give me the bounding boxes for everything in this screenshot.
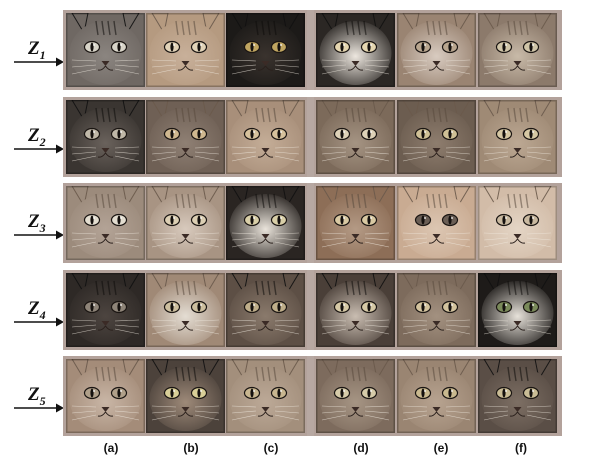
image-group-right [316, 273, 559, 347]
cat-image-e-z1 [397, 13, 476, 87]
column-label-a: (a) [103, 441, 119, 455]
cat-image-d-z2 [316, 100, 395, 174]
cat-image-d-z3 [316, 186, 395, 260]
cat-image-a-z2 [66, 100, 145, 174]
arrow-icon [14, 317, 64, 327]
latent-label: Z3 [28, 211, 46, 235]
cat-image-d-z1 [316, 13, 395, 87]
cat-image-b-z4 [146, 273, 225, 347]
image-group-left [66, 359, 305, 433]
cat-image-f-z4 [478, 273, 557, 347]
cat-image-e-z4 [397, 273, 476, 347]
cat-image-c-z3 [226, 186, 305, 260]
arrow-icon [14, 144, 64, 154]
image-group-right [316, 359, 559, 433]
image-group-left [66, 186, 305, 260]
row-label-z3: Z3 [0, 211, 64, 251]
image-group-right [316, 186, 559, 260]
latent-label: Z1 [28, 38, 46, 62]
cat-image-a-z1 [66, 13, 145, 87]
row-label-z2: Z2 [0, 125, 64, 165]
row-label-z1: Z1 [0, 38, 64, 78]
column-label-f: (f) [515, 441, 527, 455]
group-divider [307, 183, 314, 263]
cat-image-c-z2 [226, 100, 305, 174]
cat-image-f-z3 [478, 186, 557, 260]
cat-image-c-z4 [226, 273, 305, 347]
cat-image-a-z5 [66, 359, 145, 433]
cat-image-d-z4 [316, 273, 395, 347]
cat-image-b-z3 [146, 186, 225, 260]
image-row-z4 [63, 270, 562, 350]
cat-image-e-z2 [397, 100, 476, 174]
image-group-left [66, 13, 305, 87]
group-divider [307, 97, 314, 177]
column-label-d: (d) [353, 441, 369, 455]
cat-image-d-z5 [316, 359, 395, 433]
cat-image-f-z1 [478, 13, 557, 87]
cat-image-b-z5 [146, 359, 225, 433]
arrow-icon [14, 403, 64, 413]
image-row-z5 [63, 356, 562, 436]
image-row-z2 [63, 97, 562, 177]
arrow-icon [14, 230, 64, 240]
cat-image-f-z5 [478, 359, 557, 433]
cat-image-e-z3 [397, 186, 476, 260]
column-label-b: (b) [183, 441, 199, 455]
arrow-icon [14, 57, 64, 67]
image-row-z3 [63, 183, 562, 263]
group-divider [307, 356, 314, 436]
cat-image-c-z5 [226, 359, 305, 433]
image-row-z1 [63, 10, 562, 90]
image-group-right [316, 100, 559, 174]
group-divider [307, 10, 314, 90]
image-group-left [66, 100, 305, 174]
cat-image-e-z5 [397, 359, 476, 433]
latent-label: Z4 [28, 298, 46, 322]
group-divider [307, 270, 314, 350]
row-label-z4: Z4 [0, 298, 64, 338]
cat-image-a-z4 [66, 273, 145, 347]
cat-image-b-z1 [146, 13, 225, 87]
column-label-c: (c) [263, 441, 279, 455]
image-group-left [66, 273, 305, 347]
latent-label: Z2 [28, 125, 46, 149]
cat-image-a-z3 [66, 186, 145, 260]
cat-image-b-z2 [146, 100, 225, 174]
cat-image-f-z2 [478, 100, 557, 174]
row-label-z5: Z5 [0, 384, 64, 424]
column-label-e: (e) [433, 441, 449, 455]
image-group-right [316, 13, 559, 87]
latent-label: Z5 [28, 384, 46, 408]
cat-image-c-z1 [226, 13, 305, 87]
